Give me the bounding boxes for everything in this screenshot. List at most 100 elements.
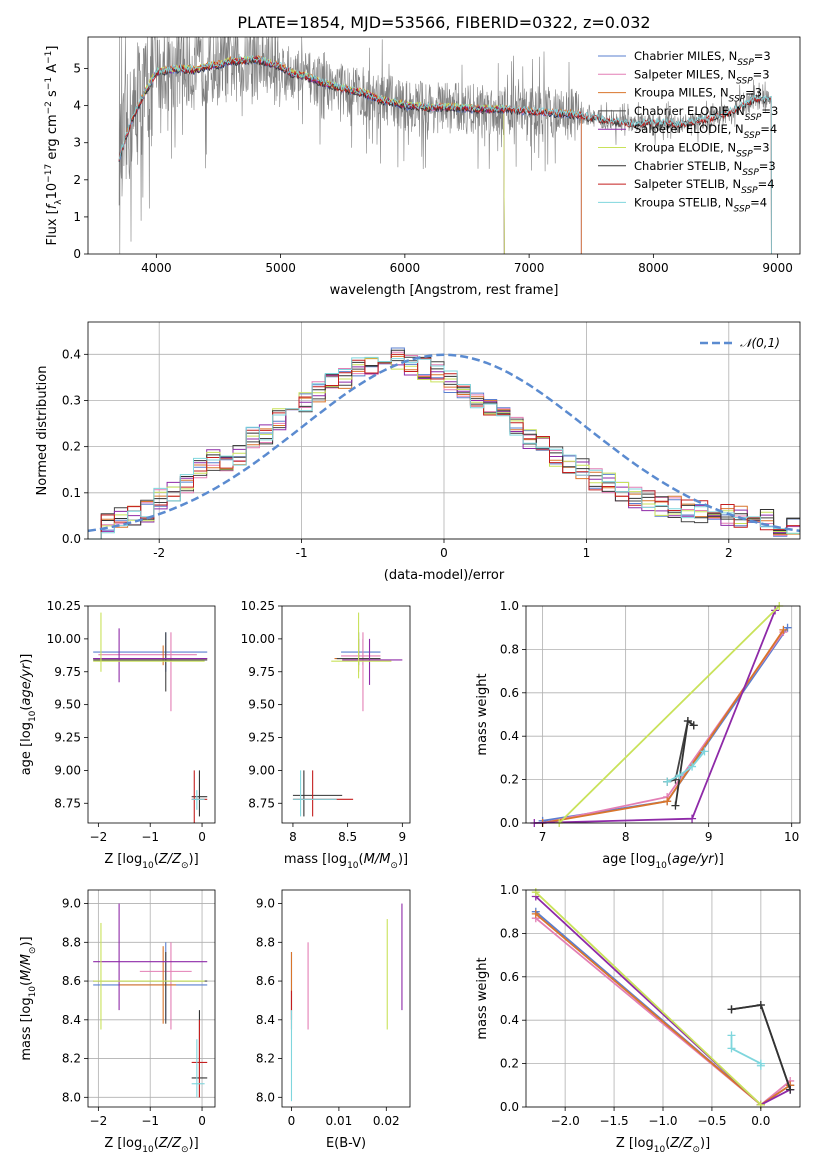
y-tick-label: 8.4 bbox=[62, 1013, 81, 1027]
y-tick-label: 0.4 bbox=[62, 347, 81, 361]
plot-area-6 bbox=[290, 903, 403, 1102]
y-tick-label: 9.50 bbox=[248, 698, 275, 712]
x-tick-label: 0 bbox=[198, 830, 206, 844]
y-tick-label: 8.8 bbox=[62, 935, 81, 949]
y-tick-label: 0.8 bbox=[500, 926, 519, 940]
legend-label: Kroupa STELIB, NSSP=4 bbox=[634, 195, 767, 214]
weight-line-5 bbox=[558, 605, 780, 824]
frame-2: −2 −1 0 8.75 9.00 9.25 9.50 9.75 10.00 10.25 Z [lo… bbox=[19, 599, 216, 871]
y-axis-label: mass weight bbox=[475, 673, 490, 755]
y-tick-label: 8.2 bbox=[62, 1052, 81, 1066]
weight-marker bbox=[756, 1001, 765, 1010]
x-axis-label: Z [log10(Z/Z⊙)] bbox=[616, 1136, 710, 1155]
weight-line-0 bbox=[542, 627, 789, 822]
weight-marker bbox=[779, 625, 788, 634]
x-tick-label: −1 bbox=[141, 1114, 159, 1128]
weight-line-2 bbox=[542, 629, 785, 824]
frame-5: −2 −1 0 8.0 8.2 8.4 8.6 8.8 9.0 Z [log10(Z/Z⊙)] ma… bbox=[19, 889, 216, 1155]
axes-frame bbox=[87, 605, 216, 824]
y-tick-label: 9.0 bbox=[62, 897, 81, 911]
x-tick-label: −1.0 bbox=[648, 1114, 677, 1128]
y-tick-label: 9.75 bbox=[54, 665, 81, 679]
x-tick-label: −2 bbox=[90, 1114, 108, 1128]
x-tick-label: 4000 bbox=[141, 261, 172, 275]
axes-frame bbox=[87, 36, 801, 255]
y-tick-label: 8.75 bbox=[54, 796, 81, 810]
y-tick-label: 1.0 bbox=[500, 883, 519, 897]
axes-frame bbox=[525, 605, 801, 824]
y-tick-label: 8.0 bbox=[256, 1090, 275, 1104]
weight-marker bbox=[688, 814, 697, 823]
plot-area-0 bbox=[118, 36, 772, 255]
y-tick-label: 9.75 bbox=[248, 665, 275, 679]
plot-area-4 bbox=[530, 602, 792, 827]
legend-label: Salpeter MILES, NSSP=3 bbox=[634, 67, 770, 86]
legend-label: Chabrier STELIB, NSSP=3 bbox=[634, 159, 776, 178]
y-tick-label: 8.2 bbox=[256, 1052, 275, 1066]
y-axis-label: Normed distribution bbox=[35, 366, 50, 496]
x-tick-label: −1.5 bbox=[600, 1114, 629, 1128]
weight-marker bbox=[663, 777, 672, 786]
weight-line-1 bbox=[542, 631, 785, 824]
weight-marker bbox=[683, 717, 692, 726]
x-tick-label: 2 bbox=[725, 546, 733, 560]
observed-spectrum bbox=[118, 36, 772, 255]
weight-marker bbox=[727, 1031, 736, 1040]
axes-frame bbox=[87, 889, 216, 1108]
y-tick-label: 4 bbox=[73, 99, 81, 113]
model-spectrum-4 bbox=[143, 56, 505, 255]
y-tick-label: 1 bbox=[73, 210, 81, 224]
x-tick-label: 0 bbox=[288, 1114, 296, 1128]
x-tick-label: 9000 bbox=[762, 261, 793, 275]
panel-2: −2 −1 0 8.75 9.00 9.25 9.50 9.75 10.00 10.25 Z [lo… bbox=[19, 599, 216, 871]
y-tick-label: 0.8 bbox=[500, 642, 519, 656]
plot-area-7 bbox=[531, 888, 795, 1109]
y-tick-label: 8.6 bbox=[256, 974, 275, 988]
y-tick-label: 0.1 bbox=[62, 486, 81, 500]
y-tick-label: 9.25 bbox=[54, 731, 81, 745]
legend-label: Kroupa MILES, NSSP=3 bbox=[634, 86, 762, 105]
y-tick-label: 8.4 bbox=[256, 1013, 275, 1027]
frame-6: 0 0.01 0.02 8.0 8.2 8.4 8.6 8.8 9.0 E(B-V) bbox=[256, 889, 411, 1151]
x-tick-label: 1 bbox=[583, 546, 591, 560]
weight-marker bbox=[727, 1044, 736, 1053]
y-tick-label: 10.25 bbox=[47, 599, 81, 613]
normal-curve bbox=[87, 353, 801, 533]
panel-5: −2 −1 0 8.0 8.2 8.4 8.6 8.8 9.0 Z [log10(Z/Z⊙)] ma… bbox=[19, 889, 216, 1155]
weight-line-8 bbox=[730, 1035, 762, 1066]
plot-area-3 bbox=[292, 612, 403, 817]
x-tick-label: 0.0 bbox=[751, 1114, 770, 1128]
panel-7: −2.0 −1.5 −1.0 −0.5 0.0 0.0 0.2 0.4 0.6 0.8 1.0 Z [… bbox=[475, 883, 801, 1155]
legend-label: Salpeter ELODIE, NSSP=4 bbox=[634, 122, 777, 141]
x-axis-label: Z [log10(Z/Z⊙)] bbox=[104, 852, 198, 871]
x-tick-label: 0 bbox=[198, 1114, 206, 1128]
legend-label: Chabrier MILES, NSSP=3 bbox=[634, 49, 771, 68]
figure-title: PLATE=1854, MJD=53566, FIBERID=0322, z=0… bbox=[237, 13, 650, 32]
weight-marker bbox=[700, 747, 709, 756]
panel-3: 8 8.5 9 8.75 9.00 9.25 9.50 9.75 10.00 10.25 mass … bbox=[241, 599, 411, 871]
x-axis-label: mass [log10(M/M⊙)] bbox=[284, 852, 408, 871]
x-axis-label: Z [log10(Z/Z⊙)] bbox=[104, 1136, 198, 1155]
residual-histogram-8 bbox=[88, 356, 800, 540]
legend-label: Kroupa ELODIE, NSSP=3 bbox=[634, 141, 770, 160]
weight-marker bbox=[675, 771, 684, 780]
x-tick-label: -2 bbox=[153, 546, 165, 560]
y-tick-label: 10.25 bbox=[241, 599, 275, 613]
y-tick-label: 0.6 bbox=[500, 970, 519, 984]
frame-7: −2.0 −1.5 −1.0 −0.5 0.0 0.0 0.2 0.4 0.6 0.8 1.0 Z [… bbox=[475, 883, 801, 1155]
y-axis-label: Flux [fλ10−17 erg cm−2 s−1 A−1] bbox=[44, 46, 64, 246]
weight-marker bbox=[783, 623, 792, 632]
y-axis-label: mass [log10(M/M⊙)] bbox=[19, 936, 38, 1060]
plot-area-1 bbox=[87, 347, 801, 540]
y-axis-label: mass weight bbox=[475, 957, 490, 1039]
y-tick-label: 3 bbox=[73, 136, 81, 150]
y-tick-label: 8.0 bbox=[62, 1090, 81, 1104]
y-tick-label: 0.0 bbox=[62, 532, 81, 546]
x-tick-label: 6000 bbox=[390, 261, 421, 275]
x-axis-label: E(B-V) bbox=[326, 1136, 366, 1151]
y-tick-label: 9.0 bbox=[256, 897, 275, 911]
y-tick-label: 10.00 bbox=[241, 632, 275, 646]
x-tick-label: -1 bbox=[296, 546, 308, 560]
